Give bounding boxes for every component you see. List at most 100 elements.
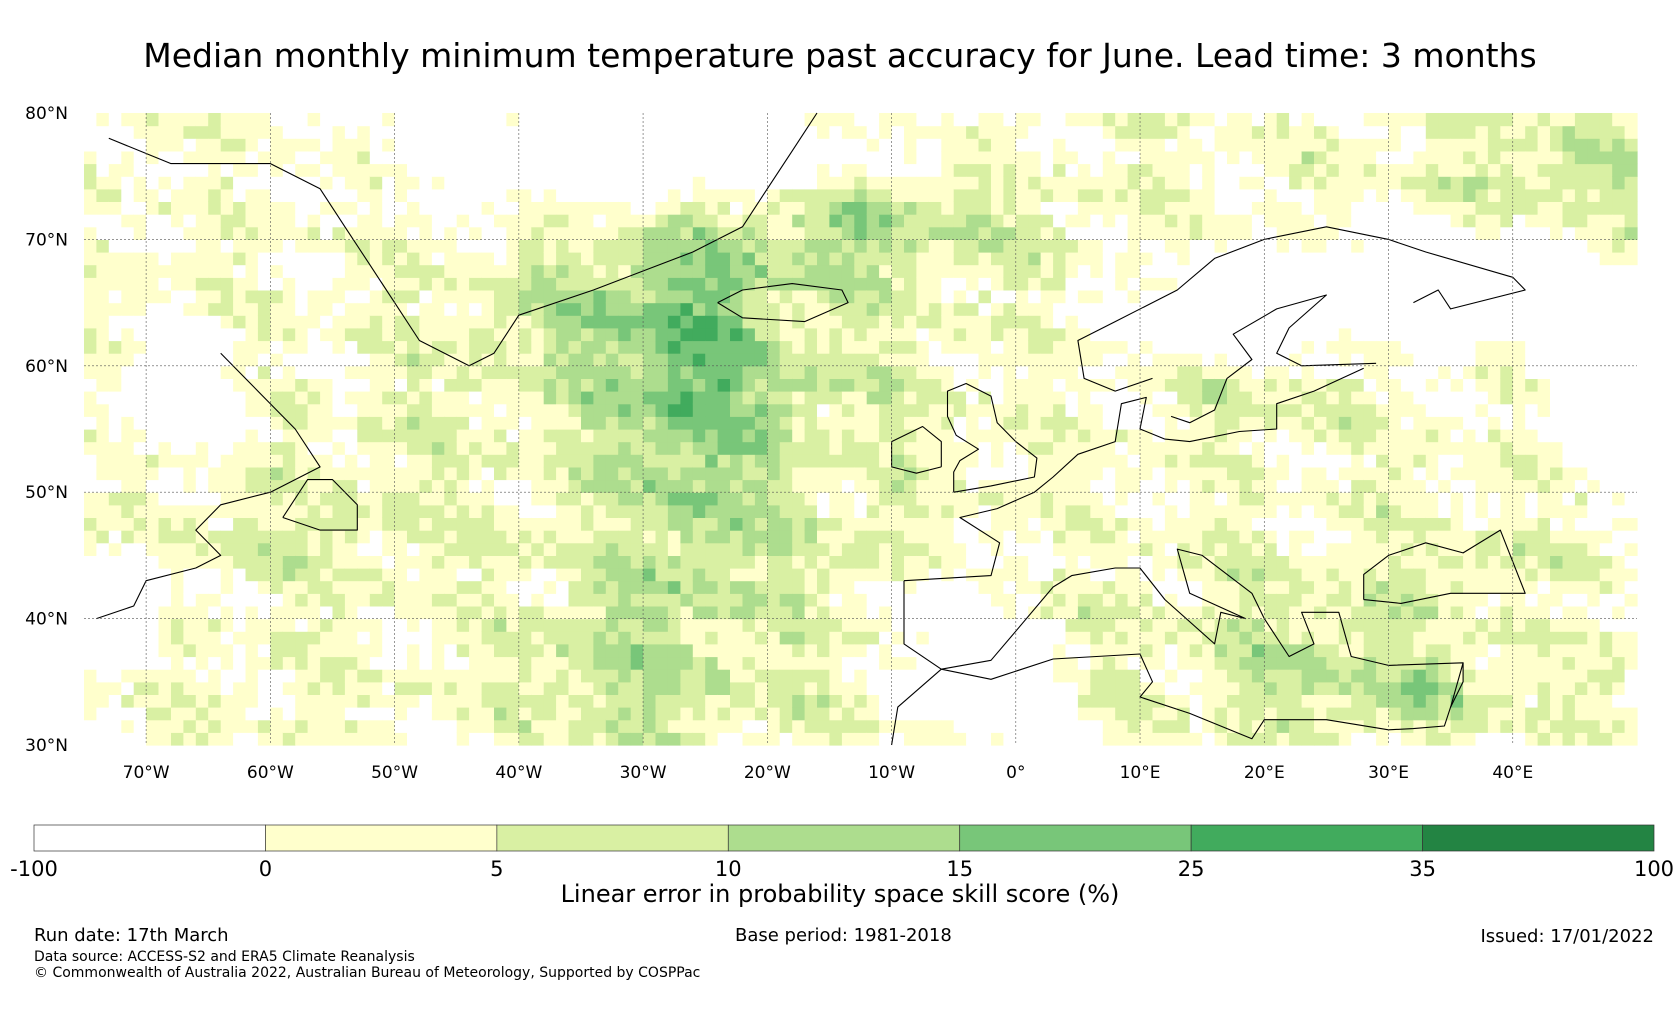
skill-cell [904,214,917,228]
skill-cell [1301,264,1315,278]
skill-cell [481,441,495,455]
skill-cell [543,504,557,518]
skill-cell [1289,138,1303,152]
skill-cell [1090,252,1104,266]
skill-cell [208,441,222,455]
skill-cell [643,403,657,417]
skill-cell [1239,113,1253,127]
skill-cell [332,694,346,708]
skill-cell [754,555,768,569]
skill-cell [605,568,619,582]
skill-cell [133,504,147,518]
skill-cell [357,492,371,506]
skill-cell [233,504,247,518]
skill-cell [1239,454,1253,468]
skill-cell [1028,252,1042,266]
skill-cell [1251,517,1265,531]
skill-cell [1102,226,1116,240]
skill-cell [171,429,184,443]
skill-cell [1276,479,1290,493]
skill-cell [667,555,681,569]
skill-cell [866,201,880,215]
skill-cell [854,138,868,152]
skill-cell [1164,277,1178,291]
skill-cell [767,403,781,417]
skill-cell [829,681,843,695]
skill-cell [1276,732,1290,746]
skill-cell [208,125,222,139]
skill-cell [295,239,309,253]
skill-cell [667,568,681,582]
skill-cell [96,113,110,127]
skill-cell [220,429,234,443]
skill-cell [394,707,408,721]
skill-cell [1028,441,1042,455]
skill-cell [357,530,371,544]
skill-cell [195,391,209,405]
skill-cell [1127,429,1141,443]
skill-cell [357,441,371,455]
skill-cell [804,163,818,177]
skill-cell [195,327,209,342]
skill-cell [444,492,458,506]
skill-cell [469,214,483,228]
skill-cell [1090,580,1104,594]
skill-cell [96,707,110,721]
skill-cell [866,555,880,569]
skill-cell [1264,694,1278,708]
skill-cell [1177,113,1191,127]
skill-cell [1227,429,1240,443]
skill-cell [295,113,309,127]
skill-cell [953,239,967,253]
skill-cell [1301,466,1315,481]
skill-cell [233,188,247,202]
skill-cell [133,327,147,342]
skill-cell [605,302,619,316]
skill-cell [1239,163,1253,177]
skill-cell [1040,302,1054,316]
skill-cell [1314,732,1327,746]
skill-cell [307,631,321,645]
skill-cell [879,188,893,202]
skill-cell [643,530,657,544]
skill-cell [444,479,458,493]
skill-cell [891,517,905,531]
skill-cell [1115,201,1129,215]
skill-cell [655,580,669,594]
skill-cell [643,252,657,266]
skill-cell [382,277,396,291]
skill-cell [1301,441,1315,455]
skill-cell [568,681,582,695]
skill-cell [282,214,296,228]
skill-cell [108,580,122,594]
skill-cell [456,252,470,266]
skill-cell [1251,416,1265,430]
skill-cell [1227,239,1240,253]
skill-cell [978,517,992,531]
skill-cell [1214,732,1228,746]
skill-cell [593,138,607,152]
skill-cell [618,504,632,518]
skill-cell [543,606,557,620]
skill-cell [1227,530,1240,544]
skill-cell [208,555,222,569]
skill-cell [991,264,1004,278]
skill-cell [1115,138,1129,152]
skill-cell [1115,378,1129,392]
skill-cell [1227,732,1240,746]
skill-cell [754,138,768,152]
skill-cell [1202,429,1216,443]
skill-cell [568,252,582,266]
skill-cell [742,239,756,253]
skill-cell [233,327,247,342]
skill-cell [444,568,458,582]
skill-cell [593,302,607,316]
skill-cell [220,125,234,139]
skill-cell [879,226,893,240]
skill-cell [332,732,346,746]
skill-cell [928,214,942,228]
skill-cell [742,188,756,202]
skill-cell [394,416,408,430]
skill-cell [382,555,396,569]
skill-cell [158,606,172,620]
